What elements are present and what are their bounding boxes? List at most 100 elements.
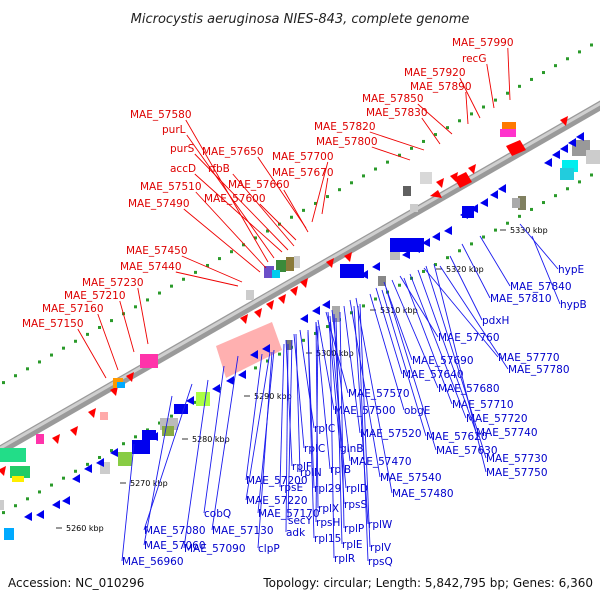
gene-label: secY bbox=[288, 515, 313, 527]
gene-label: MAE_57680 bbox=[438, 383, 500, 395]
callout-line bbox=[531, 235, 561, 305]
gene-label: adk bbox=[286, 527, 306, 539]
gene-label: MAE_57480 bbox=[392, 488, 454, 500]
gene-label: rfbB bbox=[208, 163, 230, 175]
gene-label: MAE_57770 bbox=[498, 352, 560, 364]
gene-arrow bbox=[250, 350, 258, 359]
callout-line bbox=[329, 321, 335, 559]
gene-label: rplD bbox=[346, 483, 368, 495]
callout-line bbox=[479, 235, 511, 287]
track-dot bbox=[266, 229, 269, 233]
callout-line bbox=[194, 173, 283, 253]
gene-block bbox=[378, 276, 386, 286]
callout-line bbox=[357, 305, 369, 562]
gene-label: MAE_57210 bbox=[64, 290, 126, 302]
gene-label: MAE_57850 bbox=[362, 93, 424, 105]
gene-label: rplB bbox=[330, 464, 351, 476]
gene-arrow bbox=[322, 300, 330, 309]
track-dot bbox=[206, 263, 209, 267]
gene-label: MAE_57820 bbox=[314, 121, 376, 133]
gene-arrow bbox=[254, 308, 262, 318]
gene-label: obgE bbox=[404, 405, 430, 417]
gene-label: MAE_57580 bbox=[130, 109, 192, 121]
gene-arrow bbox=[300, 314, 308, 323]
callout-line bbox=[186, 134, 275, 259]
track-dot bbox=[194, 270, 197, 274]
gene-arrow bbox=[326, 258, 334, 268]
track-dot bbox=[434, 133, 437, 137]
kbp-ticks: 5260 kbp 5270 kbp 5280 kbp 5290 kbp 5300 kbp… bbox=[56, 226, 548, 533]
gene-arrow bbox=[454, 172, 472, 188]
track-dot bbox=[398, 153, 401, 157]
track-dot bbox=[254, 236, 257, 240]
callout-line bbox=[421, 117, 441, 145]
gene-label: MAE_57810 bbox=[490, 293, 552, 305]
callout-line bbox=[175, 271, 239, 287]
gene-arrow bbox=[436, 178, 444, 188]
callout-line bbox=[391, 279, 439, 389]
gene-arrow bbox=[36, 510, 44, 519]
gene-arrow bbox=[126, 372, 134, 382]
gene-block bbox=[502, 122, 516, 130]
track-dot bbox=[518, 214, 521, 218]
gene-arrow bbox=[238, 370, 246, 379]
callout-line bbox=[183, 379, 209, 549]
gene-block bbox=[390, 238, 424, 252]
ribosomal-cluster bbox=[216, 322, 282, 378]
gene-label: rplR bbox=[334, 553, 355, 565]
gene-arrow bbox=[480, 198, 488, 207]
callout-line bbox=[519, 223, 559, 270]
kbp-label: 5330 kbp bbox=[510, 226, 548, 235]
gene-label: clpP bbox=[258, 543, 280, 555]
gene-label: MAE_57920 bbox=[404, 67, 466, 79]
gene-arrow bbox=[560, 144, 568, 153]
gene-arrow bbox=[0, 466, 6, 476]
callout-line bbox=[259, 203, 297, 241]
map-title: Microcystis aeruginosa NIES-843, complet… bbox=[131, 12, 470, 27]
callout-line bbox=[143, 383, 193, 531]
track-dot bbox=[554, 64, 557, 68]
callout-line bbox=[232, 173, 295, 247]
gene-arrow bbox=[278, 294, 286, 304]
track-dot bbox=[86, 462, 89, 466]
track-dot bbox=[458, 249, 461, 253]
topology-summary: Topology: circular; Length: 5,842,795 bp… bbox=[262, 576, 593, 590]
track-dot bbox=[26, 497, 29, 501]
gene-arrow bbox=[300, 278, 308, 288]
gene-arrow bbox=[468, 164, 476, 174]
gene-block bbox=[117, 382, 125, 388]
track-dot bbox=[530, 77, 533, 81]
track-dot bbox=[74, 339, 77, 343]
gene-label: rpsQ bbox=[368, 556, 393, 568]
gene-block bbox=[4, 528, 14, 540]
gene-arrow bbox=[552, 150, 560, 159]
callout-line bbox=[283, 189, 309, 233]
gene-arrow bbox=[72, 474, 80, 483]
callout-line bbox=[321, 177, 329, 215]
gene-block bbox=[12, 476, 24, 482]
gene-label: rplE bbox=[342, 539, 363, 551]
track-dot bbox=[398, 283, 401, 287]
gene-block bbox=[572, 140, 590, 156]
gene-arrow bbox=[24, 512, 32, 521]
track-dot bbox=[410, 146, 413, 150]
gene-arrow bbox=[544, 158, 552, 167]
gene-label: MAE_57080 bbox=[144, 525, 206, 537]
callout-line bbox=[245, 351, 271, 501]
gene-label: MAE_57830 bbox=[366, 107, 428, 119]
track-dot bbox=[542, 71, 545, 75]
gene-label: MAE_57840 bbox=[510, 281, 572, 293]
callout-line bbox=[119, 300, 135, 353]
track-dot bbox=[98, 455, 101, 459]
track-dot bbox=[14, 504, 17, 508]
gene-arrow bbox=[110, 448, 118, 457]
track-dot bbox=[86, 332, 89, 336]
track-dot bbox=[170, 414, 173, 418]
track-dot bbox=[146, 298, 149, 302]
gene-arrow bbox=[498, 184, 506, 193]
gene-block bbox=[512, 198, 520, 208]
gene-arrow bbox=[372, 262, 380, 271]
track-dot bbox=[362, 174, 365, 178]
callout-line bbox=[287, 339, 293, 521]
gene-label: MAE_57060 bbox=[144, 540, 206, 552]
